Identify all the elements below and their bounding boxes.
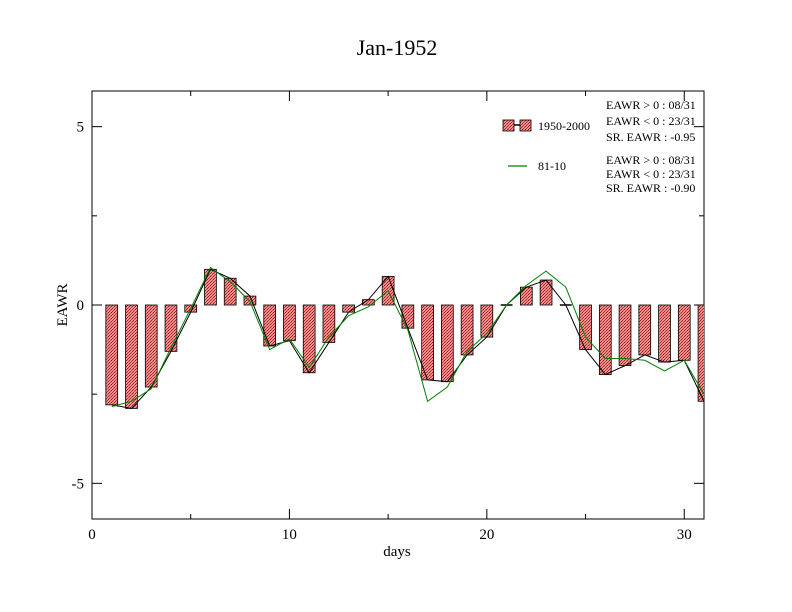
stats-8110-line-2: EAWR < 0 : 23/31 [606,167,696,181]
bar [658,304,671,363]
bar [618,304,632,367]
legend-bar-swatch-right [519,119,532,132]
stats-1950-line-1: EAWR > 0 : 08/31 [606,98,696,112]
chart-title: Jan-1952 [357,35,438,60]
bar [638,304,652,356]
y-tick-label: 5 [77,120,85,136]
bar [441,304,454,383]
bar [598,304,612,375]
bar [677,304,691,361]
series-81-10-line [111,266,704,408]
line-series [111,266,704,409]
bar [204,268,217,306]
bar [283,304,296,342]
legend-label-1950-2000: 1950-2000 [538,119,590,133]
bar [342,304,355,313]
x-tick-label: 30 [677,527,692,543]
legend-label-81-10: 81-10 [538,159,566,173]
y-tick-label: 0 [77,298,85,314]
bar [480,304,494,338]
x-tick-label: 20 [479,527,494,543]
series-1950-2000-line [111,268,704,409]
stats-1950-line-3: SR. EAWR : -0.95 [606,130,695,144]
bar [105,304,119,406]
y-axis-label: EAWR [55,284,71,327]
x-tick-label: 0 [88,527,96,543]
y-tick-label: -5 [72,476,85,492]
bar [164,304,178,352]
x-tick-label: 10 [282,527,297,543]
legend-bar-swatch-left [502,119,515,132]
legend: 1950-2000 81-10 EAWR > 0 : 08/31 EAWR < … [502,98,696,195]
axis-ticks: 0 10 20 30 -5 0 5 [72,91,704,543]
stats-8110-line-3: SR. EAWR : -0.90 [606,181,695,195]
x-axis-label: days [383,544,411,560]
stats-1950-line-2: EAWR < 0 : 23/31 [606,114,696,128]
bar-series [105,268,704,409]
bar [302,304,316,374]
bar [144,304,158,388]
stats-8110-line-1: EAWR > 0 : 08/31 [606,153,696,167]
bar [125,304,138,409]
bar [539,279,553,306]
